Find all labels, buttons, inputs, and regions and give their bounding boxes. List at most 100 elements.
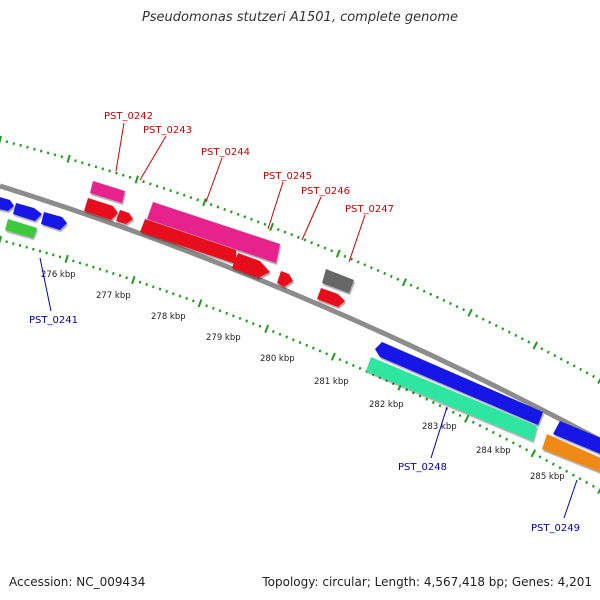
tick-mark xyxy=(176,191,179,195)
tick-mark xyxy=(271,329,275,334)
leader-line xyxy=(39,257,52,312)
tick-mark xyxy=(585,480,589,485)
cds-feature-red[interactable] xyxy=(116,210,133,224)
tick-mark xyxy=(330,249,334,253)
tick-mark xyxy=(507,330,511,334)
cds-feature-pink[interactable] xyxy=(90,181,125,203)
cds-feature-orange[interactable] xyxy=(542,434,600,476)
tick-mark xyxy=(149,182,152,186)
gene-label-pst0245[interactable]: PST_0245 xyxy=(263,171,312,182)
tick-mark xyxy=(318,349,322,353)
tick-mark xyxy=(494,324,498,328)
leader-line xyxy=(267,181,284,230)
tick-mark xyxy=(572,364,576,368)
tick-mark xyxy=(401,278,407,287)
tick-mark xyxy=(243,215,247,219)
tick-mark xyxy=(258,324,262,328)
ruler-label: 276 kbp xyxy=(41,270,76,280)
tick-mark xyxy=(478,423,482,428)
gene-label-pst0243[interactable]: PST_0243 xyxy=(143,125,192,136)
gene-label-pst0242[interactable]: PST_0242 xyxy=(104,111,153,122)
tick-mark xyxy=(191,299,195,303)
ruler-label: 282 kbp xyxy=(369,400,404,410)
tick-mark xyxy=(158,287,162,291)
tick-mark xyxy=(25,245,28,249)
ruler-labels: 276 kbp 277 kbp 278 kbp 279 kbp 280 kbp … xyxy=(41,270,565,482)
tick-mark xyxy=(197,299,203,308)
tick-mark xyxy=(498,434,502,438)
gene-label-pst0244[interactable]: PST_0244 xyxy=(201,147,250,158)
gene-label-pst0246[interactable]: PST_0246 xyxy=(301,186,350,197)
tick-mark xyxy=(218,309,222,313)
tick-mark xyxy=(475,314,479,318)
cds-feature-blue[interactable] xyxy=(375,342,543,425)
tick-mark xyxy=(138,280,142,284)
tick-mark xyxy=(389,274,393,278)
tick-mark xyxy=(455,304,459,309)
cds-feature-gray[interactable] xyxy=(322,269,354,293)
tick-mark xyxy=(53,153,57,157)
cds-feature-pink[interactable] xyxy=(147,202,280,263)
cds-feature-red[interactable] xyxy=(84,198,118,220)
tick-mark xyxy=(311,346,315,350)
tick-mark xyxy=(33,147,36,151)
outer-tick-ring xyxy=(0,135,600,384)
tick-mark xyxy=(303,238,307,242)
tick-mark xyxy=(565,469,569,474)
tick-mark xyxy=(571,473,575,477)
ruler-label: 277 kbp xyxy=(96,291,131,301)
tick-mark xyxy=(449,301,452,306)
ruler-label: 280 kbp xyxy=(260,354,295,364)
cds-feature-red[interactable] xyxy=(140,219,236,264)
gene-label-pst0247[interactable]: PST_0247 xyxy=(345,204,394,215)
cds-feature-blue[interactable] xyxy=(13,203,42,221)
cds-feature-blue[interactable] xyxy=(553,421,600,458)
cds-feature-teal[interactable] xyxy=(366,357,537,441)
tick-mark xyxy=(530,449,537,458)
tick-mark xyxy=(46,151,50,155)
tick-mark xyxy=(343,254,347,258)
tick-mark xyxy=(209,203,213,207)
tick-mark xyxy=(458,413,462,418)
gene-label-pst0249[interactable]: PST_0249 xyxy=(531,523,580,534)
tick-mark xyxy=(12,242,15,246)
cds-feature-red[interactable] xyxy=(232,253,270,278)
gene-labels-bottom: PST_0241 PST_0248 PST_0249 xyxy=(29,257,580,534)
cds-feature-red[interactable] xyxy=(277,271,293,287)
ruler-label: 284 kbp xyxy=(476,446,511,456)
gene-label-pst0248[interactable]: PST_0248 xyxy=(398,462,447,473)
tick-mark xyxy=(185,296,189,301)
tick-mark xyxy=(216,205,220,209)
tick-mark xyxy=(5,140,9,144)
tick-mark xyxy=(369,266,373,270)
tick-mark xyxy=(501,327,505,331)
cds-feature-blue[interactable] xyxy=(41,212,67,230)
tick-mark xyxy=(471,420,475,424)
tick-mark xyxy=(345,360,349,365)
cds-feature-green[interactable] xyxy=(5,219,37,238)
tick-mark xyxy=(298,340,302,345)
tick-mark xyxy=(520,337,524,341)
gene-label-pst0241[interactable]: PST_0241 xyxy=(29,315,78,326)
tick-mark xyxy=(45,251,48,255)
tick-mark xyxy=(481,317,485,321)
tick-mark xyxy=(296,235,300,239)
tick-mark xyxy=(485,427,489,431)
tick-mark xyxy=(78,261,82,265)
tick-mark xyxy=(579,367,583,372)
features-track xyxy=(0,181,600,476)
cds-feature-red[interactable] xyxy=(317,288,345,307)
tick-mark xyxy=(532,341,539,350)
tick-mark xyxy=(316,243,320,247)
tick-mark xyxy=(559,357,563,361)
tick-mark xyxy=(591,484,595,488)
tick-mark xyxy=(251,322,255,326)
ruler-label: 279 kbp xyxy=(206,333,241,343)
tick-mark xyxy=(250,217,253,221)
tick-mark xyxy=(511,441,515,445)
tick-mark xyxy=(518,444,522,448)
tick-mark xyxy=(245,319,249,323)
tick-mark xyxy=(32,247,35,251)
cds-feature-blue[interactable] xyxy=(0,196,14,211)
leader-line xyxy=(430,406,448,459)
